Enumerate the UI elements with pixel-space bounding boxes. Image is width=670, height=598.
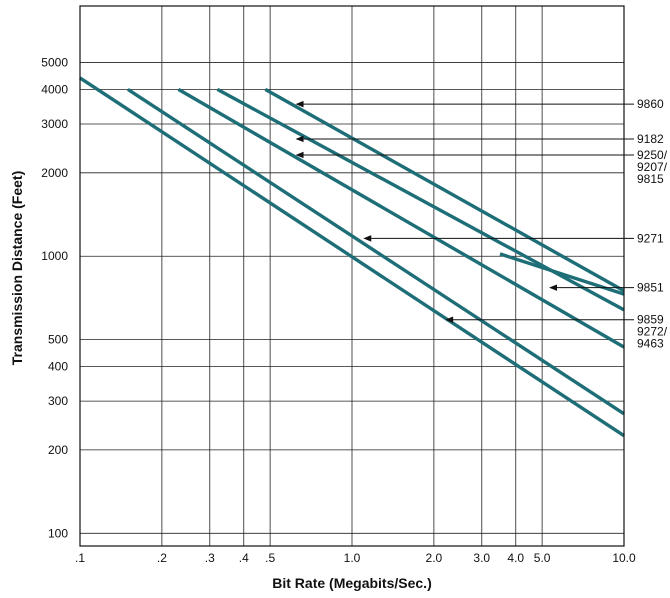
callout-arrows [295, 100, 634, 323]
x-tick-label: .2 [157, 551, 167, 565]
x-axis-title: Bit Rate (Megabits/Sec.) [272, 575, 431, 591]
y-axis-title: Transmission Distance (Feet) [9, 171, 25, 366]
x-tick-label: .4 [239, 551, 249, 565]
y-tick-label: 2000 [41, 166, 68, 180]
y-tick-label: 1000 [41, 249, 68, 263]
arrowhead [295, 135, 304, 143]
y-tick-label: 500 [48, 333, 68, 347]
x-tick-label: 3.0 [473, 551, 490, 565]
x-tick-labels: .1 .2 .3 .4 .5 1.0 2.0 3.0 4.0 5.0 10.0 [75, 551, 636, 565]
x-tick-label: 5.0 [534, 551, 551, 565]
cable-labels: 9860 9182 9250/9207/9815 9271 9851 98599272/9… [637, 97, 668, 351]
y-tick-label: 100 [48, 526, 68, 540]
cable-label: 9859 [637, 313, 664, 327]
x-tick-label: 10.0 [612, 551, 636, 565]
y-tick-label: 5000 [41, 56, 68, 70]
arrowhead [295, 100, 304, 108]
series-line [177, 87, 625, 349]
arrowhead [549, 284, 558, 291]
cable-label: 9272/ [637, 325, 668, 339]
cable-label: 9815 [637, 172, 664, 186]
y-tick-label: 3000 [41, 117, 68, 131]
series-line [79, 76, 625, 438]
cable-label: 9860 [637, 97, 664, 111]
arrowhead [363, 235, 372, 242]
arrowhead [295, 151, 304, 159]
y-tick-label: 300 [48, 394, 68, 408]
x-tick-label: 2.0 [426, 551, 443, 565]
series-line [126, 87, 625, 416]
x-tick-label: .1 [75, 551, 85, 565]
y-tick-label: 400 [48, 359, 68, 373]
series-line [264, 87, 625, 293]
series-line [216, 87, 625, 312]
grid [79, 6, 625, 546]
cable-label: 9250/ [637, 148, 668, 162]
y-tick-labels: 100 200 300 400 500 1000 2000 3000 4000 5000 [41, 56, 68, 541]
x-tick-label: 4.0 [507, 551, 524, 565]
cable-label: 9463 [637, 337, 664, 351]
x-tick-label: .5 [265, 551, 275, 565]
cable-label: 9851 [637, 281, 664, 295]
cable-label: 9207/ [637, 160, 668, 174]
cable-label: 9271 [637, 231, 664, 245]
y-tick-label: 200 [48, 443, 68, 457]
y-tick-label: 4000 [41, 82, 68, 96]
cable-label: 9182 [637, 132, 664, 146]
arrowhead [445, 316, 454, 323]
series-lines [79, 76, 625, 438]
plot-frame [79, 5, 625, 547]
x-tick-label: 1.0 [344, 551, 361, 565]
x-tick-label: .3 [205, 551, 215, 565]
